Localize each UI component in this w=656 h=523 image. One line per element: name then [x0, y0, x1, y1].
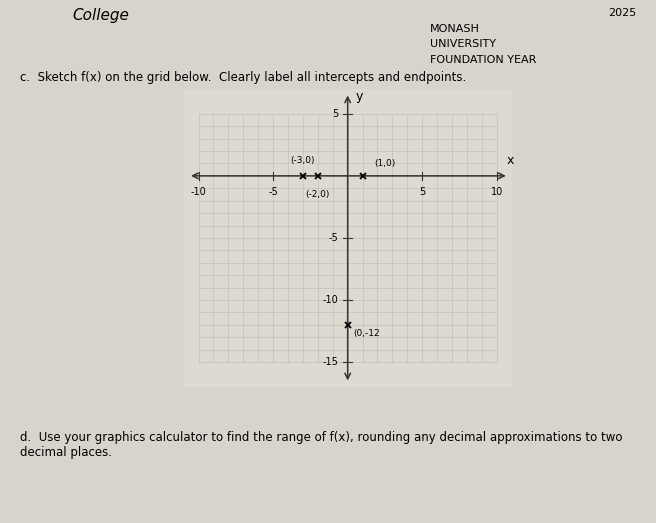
Text: -5: -5 [329, 233, 338, 243]
Text: (-3,0): (-3,0) [291, 156, 315, 165]
Text: -15: -15 [323, 357, 338, 367]
Text: -10: -10 [191, 187, 207, 197]
Text: -5: -5 [268, 187, 278, 197]
Text: 2025: 2025 [608, 8, 636, 18]
Text: y: y [355, 90, 363, 103]
Text: (1,0): (1,0) [375, 160, 396, 168]
Text: 5: 5 [333, 109, 338, 119]
Bar [199, 114, 497, 362]
Text: x: x [506, 154, 514, 167]
Text: UNIVERSITY: UNIVERSITY [430, 39, 496, 49]
Text: 5: 5 [419, 187, 425, 197]
Text: 10: 10 [491, 187, 503, 197]
Text: FOUNDATION YEAR: FOUNDATION YEAR [430, 55, 536, 65]
Text: (0,-12: (0,-12 [354, 328, 380, 338]
Text: (-2,0): (-2,0) [306, 189, 330, 199]
Text: c.  Sketch f(x) on the grid below.  Clearly label all intercepts and endpoints.: c. Sketch f(x) on the grid below. Clearl… [20, 71, 466, 84]
Text: -10: -10 [323, 295, 338, 305]
Text: d.  Use your graphics calculator to find the range of f(x), rounding any decimal: d. Use your graphics calculator to find … [20, 431, 622, 460]
Text: College: College [72, 8, 129, 23]
Text: MONASH: MONASH [430, 24, 480, 33]
